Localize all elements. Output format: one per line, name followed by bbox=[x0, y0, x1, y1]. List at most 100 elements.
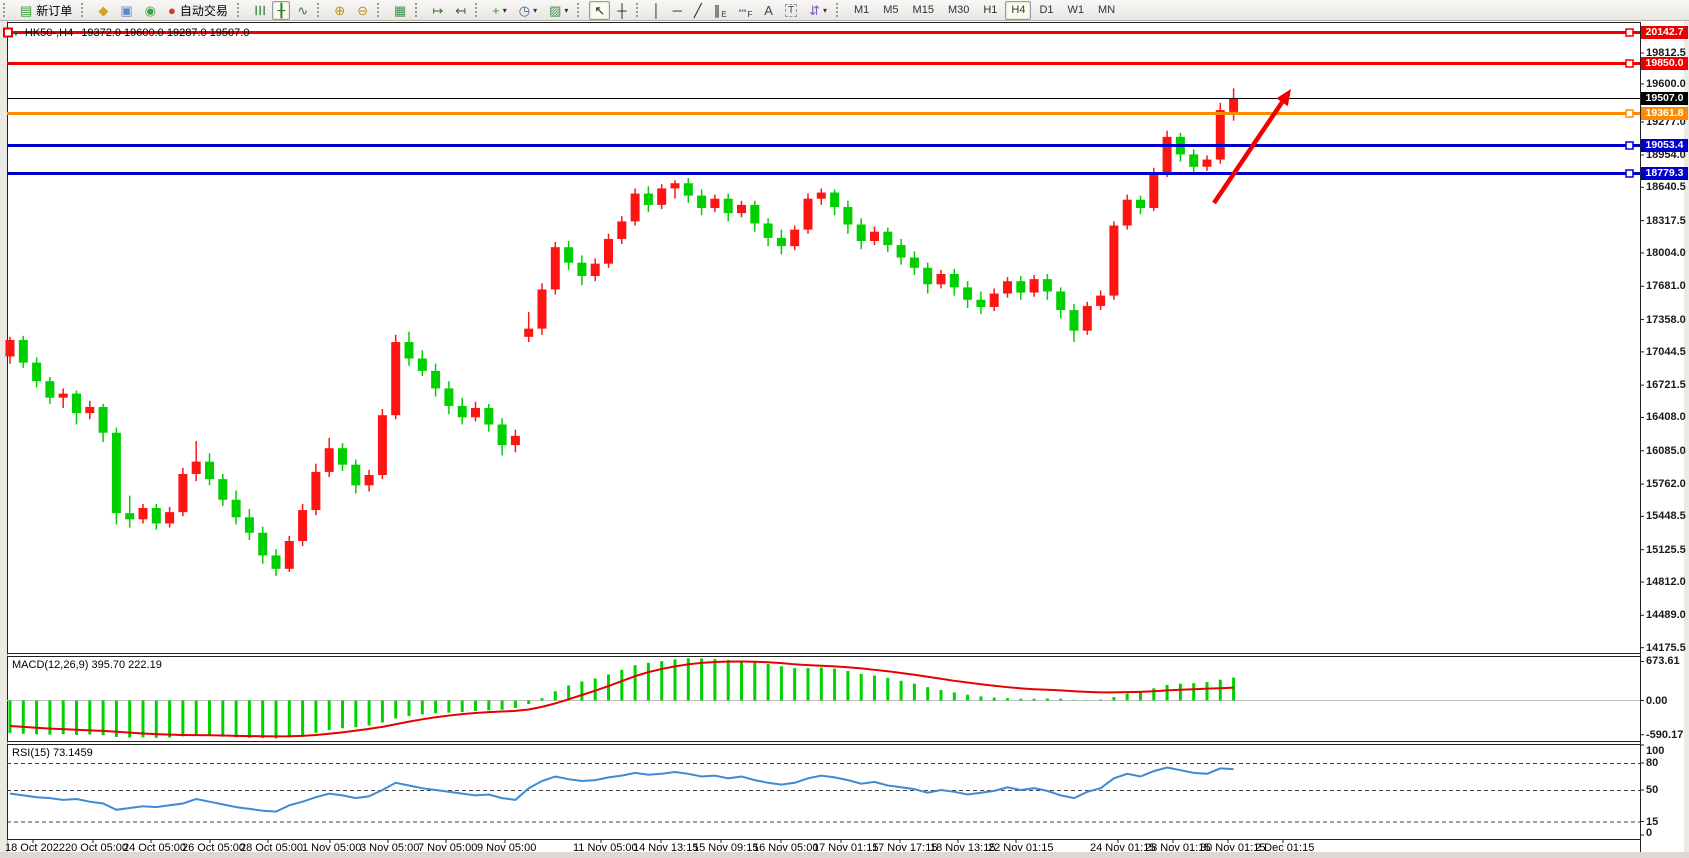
quotes-icon-icon: ◆ bbox=[98, 2, 109, 18]
rsi-tick-label: 15 bbox=[1646, 815, 1659, 828]
time-tick-label: 28 Nov 01:15 bbox=[1145, 842, 1211, 854]
macd-indicator-label: MACD(12,26,9) 395.70 222.19 bbox=[12, 659, 162, 671]
time-tick-label: 17 Nov 17:15 bbox=[872, 842, 938, 854]
text-button[interactable]: A bbox=[759, 1, 778, 20]
bar-chart-button[interactable]: ☰ bbox=[249, 1, 271, 20]
timeframe-m15-button[interactable]: M15 bbox=[912, 4, 934, 16]
zoom-in-button[interactable]: ⊕ bbox=[329, 1, 350, 20]
timeframe-m5-button[interactable]: M5 bbox=[883, 4, 899, 16]
level-price-tag: 18779.3 bbox=[1641, 166, 1688, 180]
tile-windows-button[interactable]: ▦ bbox=[389, 1, 411, 20]
trend-arrow[interactable] bbox=[1212, 89, 1291, 205]
macd-panel bbox=[7, 658, 1640, 739]
time-tick-label: 30 Nov 01:15 bbox=[1200, 842, 1266, 854]
chart-menu-triangle-icon[interactable]: ▼ bbox=[12, 29, 20, 38]
time-tick-label: 20 Oct 05:00 bbox=[65, 842, 128, 854]
toolbar-grip bbox=[236, 3, 244, 17]
timeframe-h4-button[interactable]: H4 bbox=[1005, 0, 1032, 20]
templates-button[interactable]: ▨ ▾ bbox=[544, 1, 573, 20]
rsi-indicator-label: RSI(15) 73.1459 bbox=[12, 747, 93, 759]
time-tick-label: 1 Nov 05:00 bbox=[302, 842, 362, 854]
horizontal-line-icon: ─ bbox=[672, 2, 682, 18]
vertical-line-button[interactable]: │ bbox=[648, 1, 666, 20]
zoom-in-icon: ⊕ bbox=[334, 2, 346, 18]
time-tick-label: 11 Nov 05:00 bbox=[573, 842, 638, 854]
auto-scroll-button[interactable]: ↦ bbox=[427, 1, 448, 20]
price-tick-label: 15762.0 bbox=[1646, 478, 1686, 491]
price-tick-label: 16085.0 bbox=[1646, 444, 1686, 457]
timeframe-h1-button[interactable]: H1 bbox=[983, 4, 998, 16]
quotes-icon-button[interactable]: ◆ bbox=[93, 1, 113, 20]
horizontal-line-button[interactable]: ─ bbox=[668, 1, 687, 20]
fibonacci-icon: ┅ bbox=[738, 2, 747, 18]
rsi-panel bbox=[7, 763, 1640, 823]
price-tick-label: 17358.0 bbox=[1646, 313, 1686, 326]
terminal-icon-button[interactable]: ▣ bbox=[115, 1, 137, 20]
chart-shift-icon: ↤ bbox=[455, 2, 467, 18]
window-right-edge bbox=[1684, 20, 1689, 858]
hline-handle[interactable] bbox=[1625, 28, 1634, 37]
current-price-tag: 19507.0 bbox=[1641, 91, 1688, 105]
toolbar-grip bbox=[377, 3, 384, 17]
macd-histogram bbox=[8, 658, 1236, 739]
timeframe-d1-button[interactable]: D1 bbox=[1039, 4, 1054, 16]
trendline-button[interactable]: ╱ bbox=[689, 1, 707, 20]
time-tick-label: 9 Nov 05:00 bbox=[477, 842, 537, 854]
timeframe-m30-button[interactable]: M30 bbox=[947, 4, 970, 16]
dropdown-arrow-icon: ▾ bbox=[564, 5, 569, 15]
arrows-icon: ⇵ bbox=[809, 2, 820, 18]
toolbar-grip bbox=[415, 3, 422, 17]
time-tick-label: 14 Nov 13:15 bbox=[633, 842, 699, 854]
price-tick-label: 16408.0 bbox=[1646, 411, 1686, 424]
bar-chart-icon: ☰ bbox=[252, 4, 268, 16]
price-tick-label: 14175.5 bbox=[1646, 641, 1686, 654]
toolbar-grip bbox=[835, 3, 843, 17]
arrows-button[interactable]: ⇵ ▾ bbox=[804, 1, 832, 20]
candlestick-chart-button[interactable]: ╂ bbox=[272, 0, 291, 20]
timeframe-mn-button[interactable]: MN bbox=[1098, 4, 1116, 16]
panel-borders bbox=[7, 22, 1641, 852]
timeframe-w1-button[interactable]: W1 bbox=[1067, 4, 1085, 16]
crosshair-button[interactable]: ┼ bbox=[612, 1, 631, 20]
signals-icon-button[interactable]: ◉ bbox=[140, 1, 161, 20]
new-order-button[interactable]: ▤ 新订单 bbox=[15, 1, 77, 20]
hline-handle[interactable] bbox=[1625, 141, 1634, 150]
price-tick-label: 19600.0 bbox=[1646, 78, 1686, 90]
time-tick-label: 24 Nov 01:15 bbox=[1090, 842, 1156, 854]
time-tick-label: 7 Nov 05:00 bbox=[418, 842, 478, 854]
text-icon: A bbox=[764, 2, 773, 18]
rsi-tick-label: 50 bbox=[1646, 784, 1659, 796]
level-price-tag: 20142.7 bbox=[1641, 25, 1688, 39]
cursor-button[interactable]: ↖ bbox=[589, 0, 611, 20]
level-price-tag: 19850.0 bbox=[1641, 56, 1688, 70]
periods-button[interactable]: ◷ ▾ bbox=[514, 1, 542, 20]
toolbar-grip bbox=[577, 3, 584, 17]
macd-signal-line bbox=[9, 660, 1234, 738]
crosshair-icon: ┼ bbox=[617, 2, 627, 18]
fibonacci-button[interactable]: ┅ F bbox=[734, 1, 758, 20]
price-tick-label: 18640.5 bbox=[1646, 181, 1686, 194]
hline-handle[interactable] bbox=[1625, 109, 1634, 118]
price-tick-label: 18317.5 bbox=[1646, 214, 1686, 227]
hline-handle[interactable] bbox=[3, 27, 13, 38]
text-label-button[interactable]: T bbox=[780, 1, 802, 20]
indicators-button[interactable]: + ▾ bbox=[487, 1, 512, 20]
equidistant-channel-button[interactable]: ∥ E bbox=[709, 1, 732, 20]
text-label-icon: T bbox=[784, 3, 798, 17]
price-tick-label: 14489.0 bbox=[1646, 609, 1686, 622]
zoom-out-button[interactable]: ⊖ bbox=[352, 1, 373, 20]
timeframe-m1-button[interactable]: M1 bbox=[853, 4, 870, 16]
time-tick-label: 18 Nov 13:15 bbox=[930, 842, 996, 854]
new-order-button-label: 新订单 bbox=[36, 3, 73, 18]
hline-handle[interactable] bbox=[1625, 59, 1634, 68]
tool-sub-letter: F bbox=[747, 9, 753, 19]
main-toolbar: ▤ 新订单 ◆ ▣ ◉ ● 自动交易 ☰ ╂ ∿ ⊕ ⊖ ▦ ↦ ↤ + ▾ ◷ ▾ ▨ ▾ ↖ ┼ │ ─ ╱ ∥ E ┅ F A T ⇵ ▾ M… bbox=[0, 0, 1689, 21]
line-chart-button[interactable]: ∿ bbox=[292, 1, 313, 20]
chart-shift-button[interactable]: ↤ bbox=[450, 1, 471, 20]
toolbar-grip bbox=[635, 3, 643, 17]
auto-scroll-icon: ↦ bbox=[432, 2, 444, 18]
autotrading-button[interactable]: ● 自动交易 bbox=[163, 1, 233, 20]
hline-handle[interactable] bbox=[1625, 169, 1634, 178]
signals-icon-icon: ◉ bbox=[144, 2, 156, 18]
